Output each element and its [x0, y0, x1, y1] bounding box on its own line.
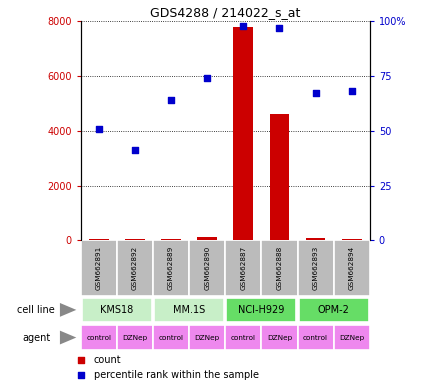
Text: GSM662893: GSM662893	[312, 246, 319, 290]
Bar	[298, 240, 334, 296]
Text: DZNep: DZNep	[267, 334, 292, 341]
Text: control: control	[231, 334, 256, 341]
Bar	[225, 240, 261, 296]
Bar	[197, 237, 217, 240]
Bar	[161, 239, 181, 240]
Point	[95, 126, 102, 132]
Polygon shape	[60, 331, 76, 344]
Bar	[154, 298, 224, 321]
Bar	[269, 114, 289, 240]
Text: cell line: cell line	[17, 305, 55, 315]
Text: control: control	[303, 334, 328, 341]
Bar	[189, 325, 225, 350]
Title: GDS4288 / 214022_s_at: GDS4288 / 214022_s_at	[150, 5, 300, 18]
Text: control: control	[86, 334, 111, 341]
Bar	[334, 240, 370, 296]
Bar	[153, 325, 189, 350]
Text: count: count	[94, 356, 121, 366]
Bar	[81, 240, 117, 296]
Text: GSM662887: GSM662887	[240, 246, 246, 290]
Point	[276, 25, 283, 31]
Text: GSM662889: GSM662889	[168, 246, 174, 290]
Point	[77, 372, 84, 378]
Bar	[81, 325, 117, 350]
Bar	[299, 298, 368, 321]
Point	[240, 22, 246, 28]
Bar	[261, 325, 298, 350]
Text: DZNep: DZNep	[339, 334, 364, 341]
Point	[131, 147, 138, 154]
Point	[348, 88, 355, 94]
Text: GSM662891: GSM662891	[96, 246, 102, 290]
Bar	[89, 239, 109, 240]
Text: DZNep: DZNep	[122, 334, 147, 341]
Bar	[189, 240, 225, 296]
Bar	[261, 240, 298, 296]
Bar	[153, 240, 189, 296]
Text: MM.1S: MM.1S	[173, 305, 205, 315]
Text: KMS18: KMS18	[100, 305, 133, 315]
Bar	[342, 239, 362, 240]
Text: NCI-H929: NCI-H929	[238, 305, 285, 315]
Bar	[227, 298, 296, 321]
Point	[167, 97, 174, 103]
Text: GSM662888: GSM662888	[276, 246, 283, 290]
Polygon shape	[60, 303, 76, 317]
Bar	[225, 325, 261, 350]
Text: percentile rank within the sample: percentile rank within the sample	[94, 370, 258, 380]
Text: GSM662890: GSM662890	[204, 246, 210, 290]
Point	[77, 358, 84, 364]
Text: control: control	[159, 334, 184, 341]
Text: DZNep: DZNep	[195, 334, 220, 341]
Bar	[298, 325, 334, 350]
Bar	[125, 239, 145, 240]
Text: OPM-2: OPM-2	[317, 305, 349, 315]
Point	[204, 75, 210, 81]
Bar	[82, 298, 152, 321]
Point	[312, 90, 319, 96]
Bar	[306, 238, 326, 240]
Text: GSM662894: GSM662894	[348, 246, 355, 290]
Bar	[117, 240, 153, 296]
Bar	[233, 26, 253, 240]
Text: agent: agent	[22, 333, 50, 343]
Text: GSM662892: GSM662892	[132, 246, 138, 290]
Bar	[334, 325, 370, 350]
Bar	[117, 325, 153, 350]
